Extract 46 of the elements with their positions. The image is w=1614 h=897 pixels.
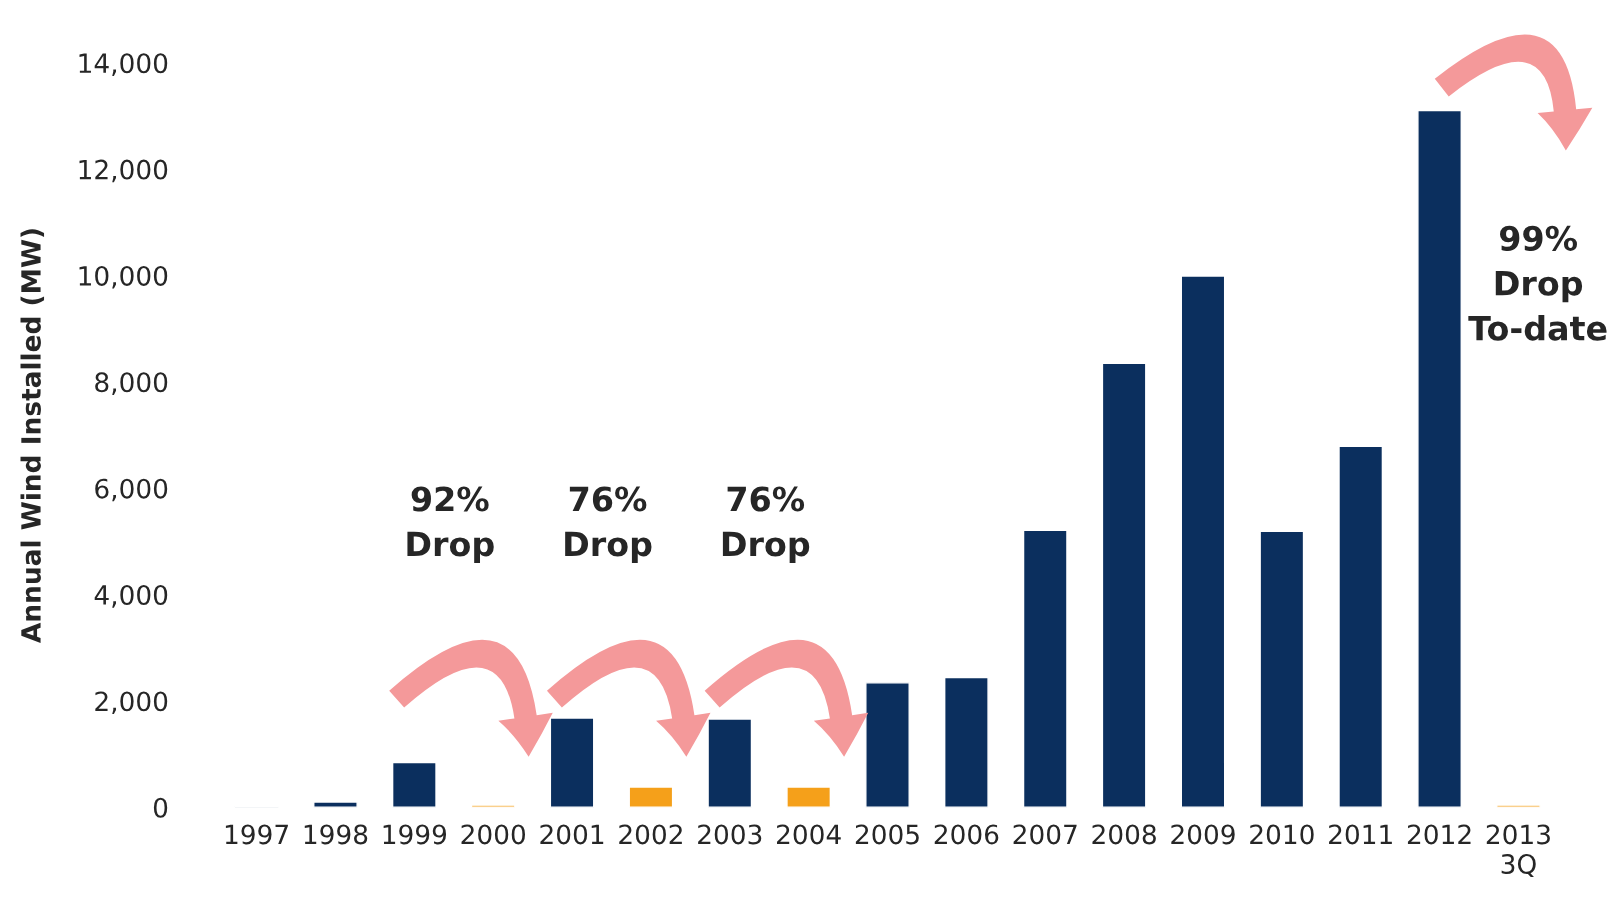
annotation: 92% Drop: [407, 486, 494, 563]
bar: [549, 717, 595, 808]
x-tick-label: 1997: [225, 824, 288, 845]
y-axis-title: Annual Wind Installed (MW): [20, 229, 45, 643]
annotation: 99% Drop To-date: [1468, 225, 1607, 341]
bar: [865, 682, 910, 808]
bar: [1496, 804, 1541, 808]
x-tick-label: 2003: [698, 824, 762, 845]
bar: [1338, 445, 1384, 808]
bar: [470, 804, 516, 808]
y-tick-label: 12,000: [79, 159, 168, 183]
bar: [707, 718, 753, 808]
annotation: 76% Drop: [565, 486, 652, 563]
y-tick-label: 10,000: [79, 265, 168, 289]
x-tick-label: 1998: [304, 824, 368, 845]
y-tick-label: 14,000: [79, 53, 168, 76]
bar: [1022, 529, 1068, 808]
y-tick-label: 4,000: [94, 585, 168, 608]
x-tick-label: 2013 3Q: [1486, 824, 1550, 877]
x-tick-label: 2012: [1407, 824, 1471, 845]
x-tick-label: 2005: [855, 824, 919, 845]
x-tick-label: 2002: [619, 824, 682, 845]
bar: [628, 786, 674, 808]
y-tick-label: 0: [153, 797, 168, 818]
x-tick-label: 2011: [1329, 824, 1392, 845]
annotation: 76% Drop: [722, 486, 810, 563]
bar: [1259, 530, 1305, 808]
x-tick-label: 2001: [540, 824, 604, 845]
x-tick-label: 2004: [777, 824, 841, 845]
bar: [391, 761, 437, 808]
bar: [1180, 275, 1226, 808]
x-tick-label: 2006: [934, 824, 999, 845]
bar: [1101, 362, 1147, 808]
bar: [943, 676, 989, 808]
y-tick-label: 6,000: [95, 478, 168, 502]
x-tick-label: 2007: [1013, 824, 1077, 845]
x-tick-label: 2009: [1171, 824, 1235, 845]
bar: [786, 786, 832, 808]
x-tick-label: 1999: [383, 824, 447, 845]
y-tick-label: 8,000: [95, 372, 168, 395]
y-tick-label: 2,000: [95, 691, 168, 715]
x-tick-label: 2010: [1250, 824, 1314, 845]
bar: [313, 801, 358, 808]
bar: [1417, 109, 1462, 808]
x-tick-label: 2008: [1092, 824, 1156, 845]
x-tick-label: 2000: [461, 824, 526, 845]
